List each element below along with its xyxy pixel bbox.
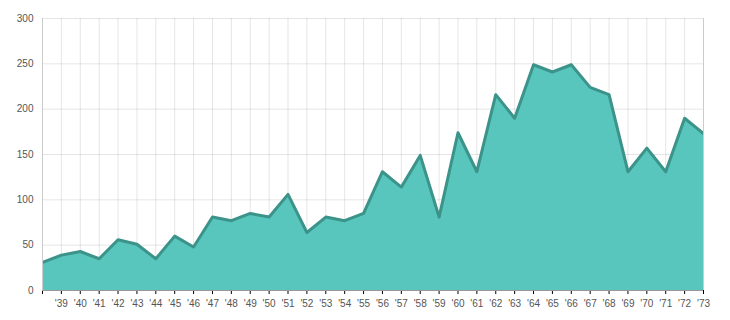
svg-text:'60: '60 (451, 298, 464, 309)
svg-text:'61: '61 (470, 298, 483, 309)
svg-text:'65: '65 (546, 298, 559, 309)
svg-text:200: 200 (17, 103, 34, 114)
svg-text:'68: '68 (603, 298, 616, 309)
svg-text:'71: '71 (659, 298, 672, 309)
svg-text:'54: '54 (338, 298, 351, 309)
svg-text:300: 300 (17, 13, 34, 24)
svg-text:0: 0 (28, 285, 34, 296)
svg-text:'46: '46 (187, 298, 200, 309)
svg-text:'69: '69 (621, 298, 634, 309)
svg-text:'55: '55 (357, 298, 370, 309)
svg-text:250: 250 (17, 58, 34, 69)
svg-text:'66: '66 (565, 298, 578, 309)
svg-text:'58: '58 (414, 298, 427, 309)
svg-text:'48: '48 (225, 298, 238, 309)
svg-text:'70: '70 (640, 298, 653, 309)
svg-text:'57: '57 (395, 298, 408, 309)
svg-text:'47: '47 (206, 298, 219, 309)
svg-text:'72: '72 (678, 298, 691, 309)
svg-text:50: 50 (22, 239, 34, 250)
svg-text:'44: '44 (149, 298, 162, 309)
svg-text:'45: '45 (168, 298, 181, 309)
svg-text:'49: '49 (244, 298, 257, 309)
svg-text:'56: '56 (376, 298, 389, 309)
svg-text:'40: '40 (74, 298, 87, 309)
svg-text:'64: '64 (527, 298, 540, 309)
svg-text:'51: '51 (281, 298, 294, 309)
svg-text:'67: '67 (584, 298, 597, 309)
svg-text:'52: '52 (300, 298, 313, 309)
svg-text:'59: '59 (433, 298, 446, 309)
svg-text:'43: '43 (130, 298, 143, 309)
svg-text:'62: '62 (489, 298, 502, 309)
svg-text:150: 150 (17, 149, 34, 160)
svg-text:100: 100 (17, 194, 34, 205)
svg-text:'63: '63 (508, 298, 521, 309)
svg-text:'50: '50 (263, 298, 276, 309)
svg-text:'42: '42 (112, 298, 125, 309)
svg-text:'53: '53 (319, 298, 332, 309)
svg-text:'41: '41 (93, 298, 106, 309)
svg-text:'39: '39 (55, 298, 68, 309)
svg-text:'73: '73 (697, 298, 710, 309)
